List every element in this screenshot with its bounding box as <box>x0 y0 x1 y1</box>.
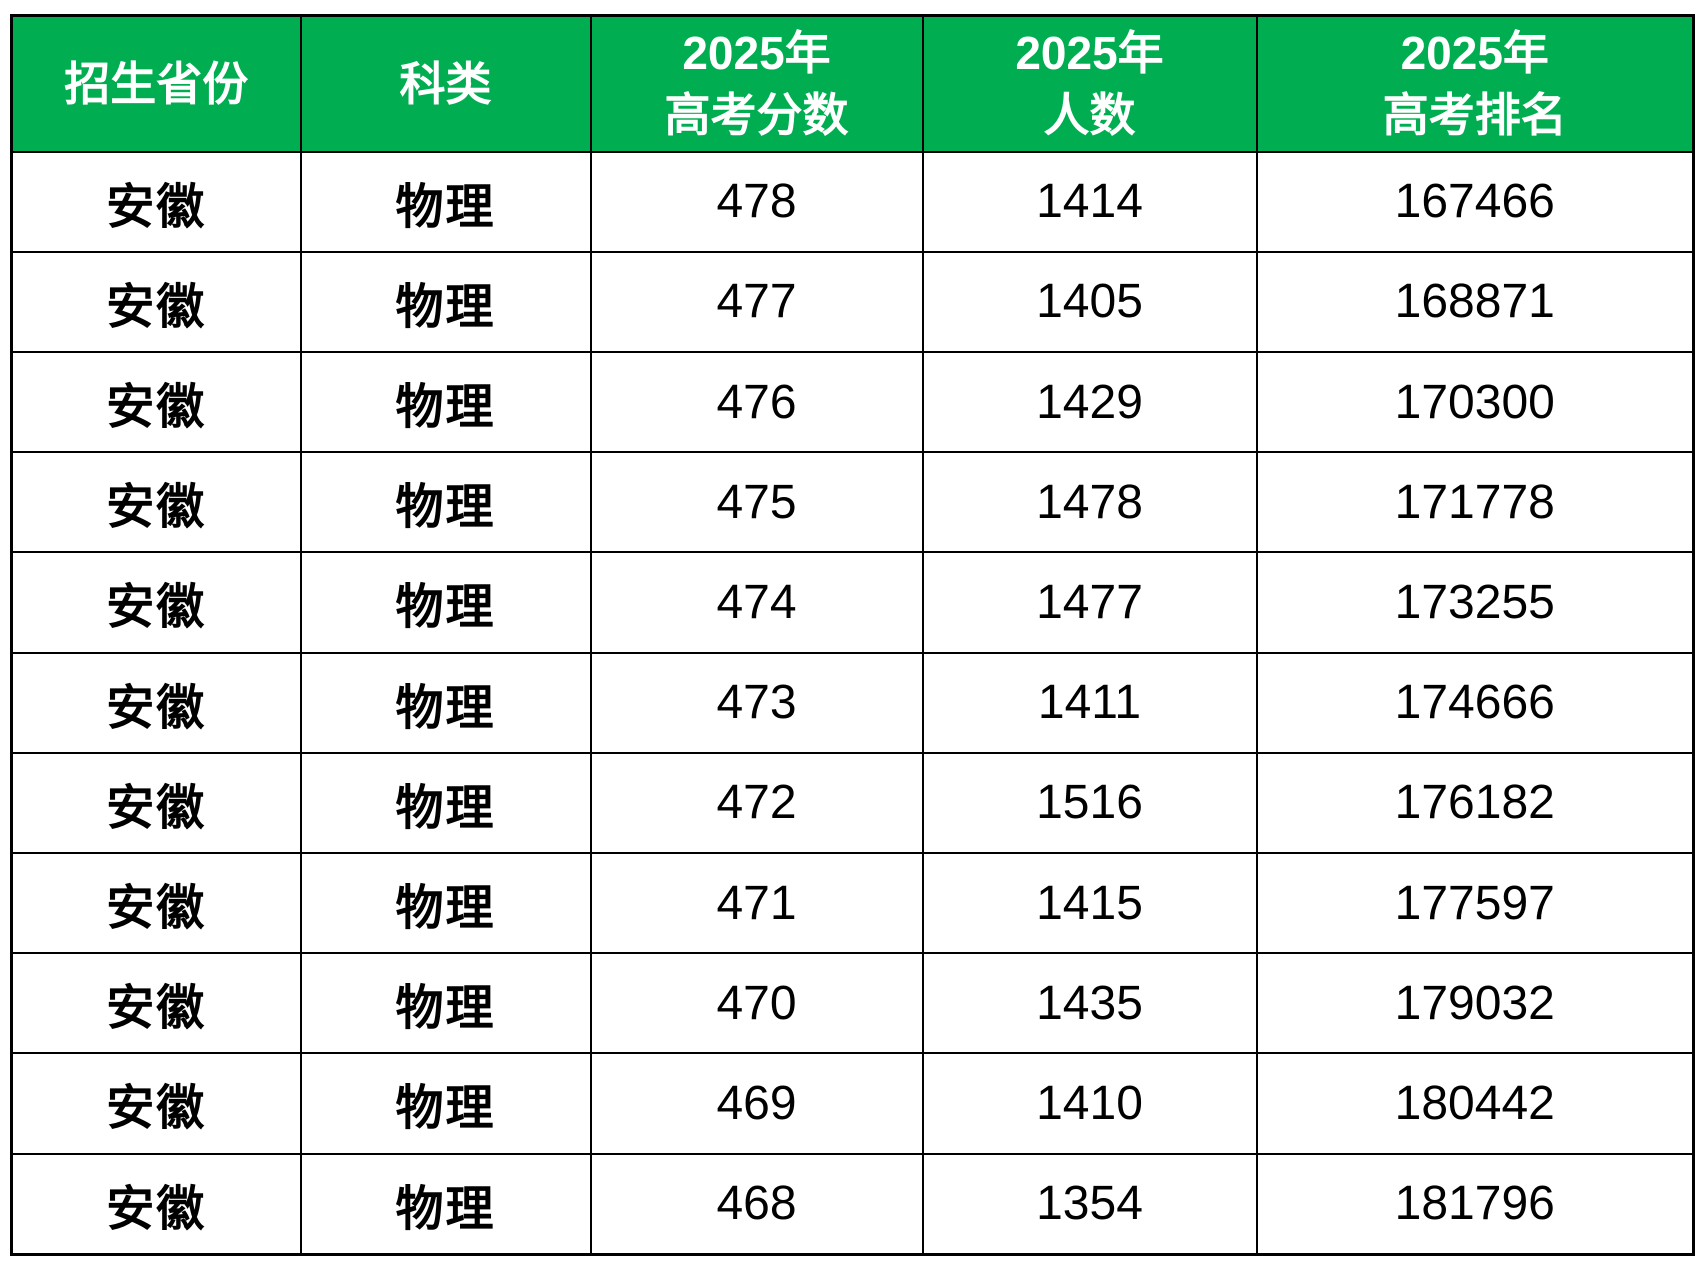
table-row: 安徽 物理 474 1477 173255 <box>10 551 1695 654</box>
header-cell-score: 2025年 高考分数 <box>589 14 924 153</box>
header-cell-province: 招生省份 <box>10 14 302 153</box>
header-row: 招生省份 科类 2025年 高考分数 2025年 人数 2025年 高考排名 <box>10 14 1695 153</box>
cell-score: 470 <box>589 952 924 1055</box>
table-row: 安徽 物理 473 1411 174666 <box>10 651 1695 754</box>
cell-rank: 180442 <box>1255 1052 1695 1155</box>
cell-count: 1478 <box>921 451 1258 554</box>
cell-rank: 176182 <box>1255 751 1695 854</box>
table-row: 安徽 物理 477 1405 168871 <box>10 250 1695 353</box>
cell-rank: 181796 <box>1255 1152 1695 1256</box>
cell-score: 472 <box>589 751 924 854</box>
cell-category: 物理 <box>299 451 592 554</box>
header-label: 招生省份 <box>64 57 249 110</box>
cell-score: 478 <box>589 150 924 253</box>
cell-rank: 174666 <box>1255 651 1695 754</box>
header-label-line2: 高考排名 <box>1382 88 1567 141</box>
cell-score: 468 <box>589 1152 924 1256</box>
cell-category: 物理 <box>299 1052 592 1155</box>
header-cell-category: 科类 <box>299 14 592 153</box>
cell-count: 1435 <box>921 952 1258 1055</box>
header-cell-count: 2025年 人数 <box>921 14 1258 153</box>
cell-category: 物理 <box>299 350 592 454</box>
cell-province: 安徽 <box>10 1052 302 1155</box>
cell-province: 安徽 <box>10 250 302 353</box>
table-row: 安徽 物理 478 1414 167466 <box>10 150 1695 253</box>
cell-rank: 171778 <box>1255 451 1695 554</box>
cell-count: 1411 <box>921 651 1258 754</box>
header-label-line1: 2025年 <box>682 26 831 79</box>
cell-province: 安徽 <box>10 751 302 854</box>
cell-province: 安徽 <box>10 1152 302 1256</box>
header-label-line1: 2025年 <box>1400 26 1549 79</box>
table-row: 安徽 物理 471 1415 177597 <box>10 851 1695 955</box>
cell-count: 1414 <box>921 150 1258 253</box>
cell-score: 473 <box>589 651 924 754</box>
cell-province: 安徽 <box>10 851 302 955</box>
cell-score: 475 <box>589 451 924 554</box>
admission-score-table-container: 招生省份 科类 2025年 高考分数 2025年 人数 2025年 高考排名 <box>10 14 1695 1256</box>
cell-count: 1516 <box>921 751 1258 854</box>
header-label: 科类 <box>399 57 492 110</box>
table-row: 安徽 物理 475 1478 171778 <box>10 451 1695 554</box>
cell-score: 474 <box>589 551 924 654</box>
cell-count: 1415 <box>921 851 1258 955</box>
cell-count: 1429 <box>921 350 1258 454</box>
cell-score: 477 <box>589 250 924 353</box>
cell-count: 1405 <box>921 250 1258 353</box>
cell-province: 安徽 <box>10 150 302 253</box>
cell-category: 物理 <box>299 851 592 955</box>
cell-category: 物理 <box>299 1152 592 1256</box>
table-header: 招生省份 科类 2025年 高考分数 2025年 人数 2025年 高考排名 <box>10 14 1695 153</box>
cell-category: 物理 <box>299 952 592 1055</box>
cell-province: 安徽 <box>10 350 302 454</box>
table-row: 安徽 物理 470 1435 179032 <box>10 952 1695 1055</box>
admission-score-table: 招生省份 科类 2025年 高考分数 2025年 人数 2025年 高考排名 <box>10 14 1695 1256</box>
table-row: 安徽 物理 472 1516 176182 <box>10 751 1695 854</box>
cell-province: 安徽 <box>10 451 302 554</box>
cell-category: 物理 <box>299 551 592 654</box>
cell-score: 469 <box>589 1052 924 1155</box>
cell-rank: 167466 <box>1255 150 1695 253</box>
header-label-line2: 高考分数 <box>664 88 849 141</box>
table-row: 安徽 物理 469 1410 180442 <box>10 1052 1695 1155</box>
header-cell-rank: 2025年 高考排名 <box>1255 14 1695 153</box>
cell-rank: 170300 <box>1255 350 1695 454</box>
cell-count: 1477 <box>921 551 1258 654</box>
cell-count: 1354 <box>921 1152 1258 1256</box>
cell-score: 471 <box>589 851 924 955</box>
header-label-line1: 2025年 <box>1015 26 1164 79</box>
table-row: 安徽 物理 476 1429 170300 <box>10 350 1695 454</box>
cell-category: 物理 <box>299 150 592 253</box>
cell-category: 物理 <box>299 250 592 353</box>
cell-category: 物理 <box>299 651 592 754</box>
header-label-line2: 人数 <box>1043 88 1136 141</box>
table-body: 安徽 物理 478 1414 167466 安徽 物理 477 1405 168… <box>10 150 1695 1256</box>
cell-score: 476 <box>589 350 924 454</box>
cell-rank: 179032 <box>1255 952 1695 1055</box>
cell-province: 安徽 <box>10 551 302 654</box>
cell-province: 安徽 <box>10 952 302 1055</box>
cell-rank: 168871 <box>1255 250 1695 353</box>
table-row: 安徽 物理 468 1354 181796 <box>10 1152 1695 1256</box>
cell-rank: 177597 <box>1255 851 1695 955</box>
cell-province: 安徽 <box>10 651 302 754</box>
cell-rank: 173255 <box>1255 551 1695 654</box>
cell-count: 1410 <box>921 1052 1258 1155</box>
cell-category: 物理 <box>299 751 592 854</box>
